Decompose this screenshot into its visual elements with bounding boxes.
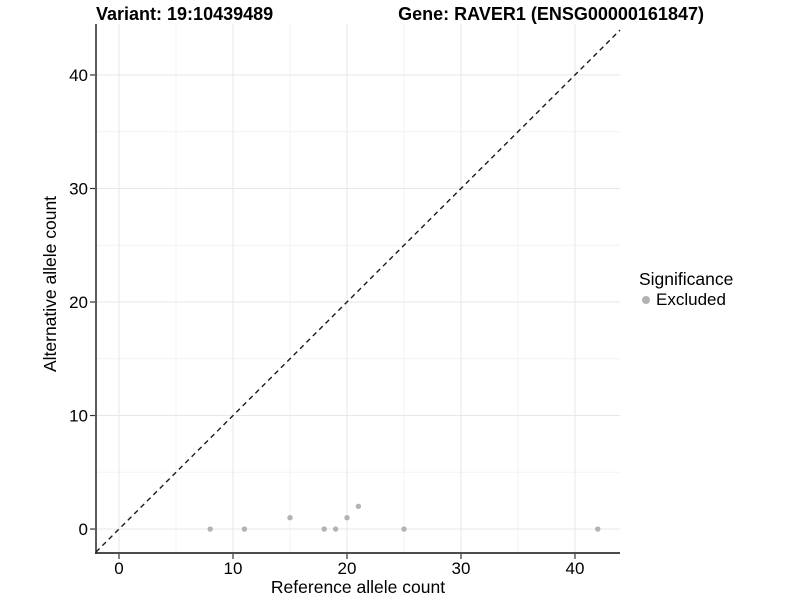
data-point <box>241 526 248 532</box>
data-point <box>321 526 327 532</box>
identity-line <box>95 29 621 553</box>
data-point <box>332 526 339 532</box>
axis-layer: 0 10 20 30 40 0 10 20 30 40 <box>69 24 620 578</box>
identity-line-layer <box>95 29 621 553</box>
data-point <box>401 526 407 532</box>
y-tick-label: 0 <box>79 520 88 539</box>
legend-item-label: Excluded <box>656 290 726 309</box>
x-tick-label: 20 <box>338 559 357 578</box>
data-point <box>287 514 293 521</box>
x-axis-title: Reference allele count <box>271 577 445 597</box>
data-point-layer <box>207 503 601 532</box>
legend-key-dot-icon <box>642 295 650 304</box>
legend-item-excluded: Excluded <box>639 290 733 309</box>
plot-title-gene: Gene: RAVER1 (ENSG00000161847) <box>398 4 704 24</box>
y-tick-label: 30 <box>69 179 88 198</box>
x-tick-label: 40 <box>566 559 585 578</box>
legend: Significance Excluded <box>639 269 733 309</box>
legend-title: Significance <box>639 269 734 289</box>
data-point <box>344 514 350 521</box>
y-tick-label: 10 <box>69 407 88 426</box>
data-point <box>207 526 213 532</box>
x-tick-label: 10 <box>224 559 243 578</box>
x-tick-label: 0 <box>114 559 123 578</box>
y-axis-title: Alternative allele count <box>40 196 60 372</box>
data-point <box>595 526 601 532</box>
x-tick-label: 30 <box>452 559 471 578</box>
plot-title-variant: Variant: 19:10439489 <box>96 4 274 24</box>
plot-title: Variant: 19:10439489 Gene: RAVER1 (ENSG0… <box>0 3 800 25</box>
data-point <box>355 503 362 510</box>
grid-layer <box>96 24 620 553</box>
y-tick-label: 20 <box>69 293 88 312</box>
y-tick-label: 40 <box>69 66 88 85</box>
